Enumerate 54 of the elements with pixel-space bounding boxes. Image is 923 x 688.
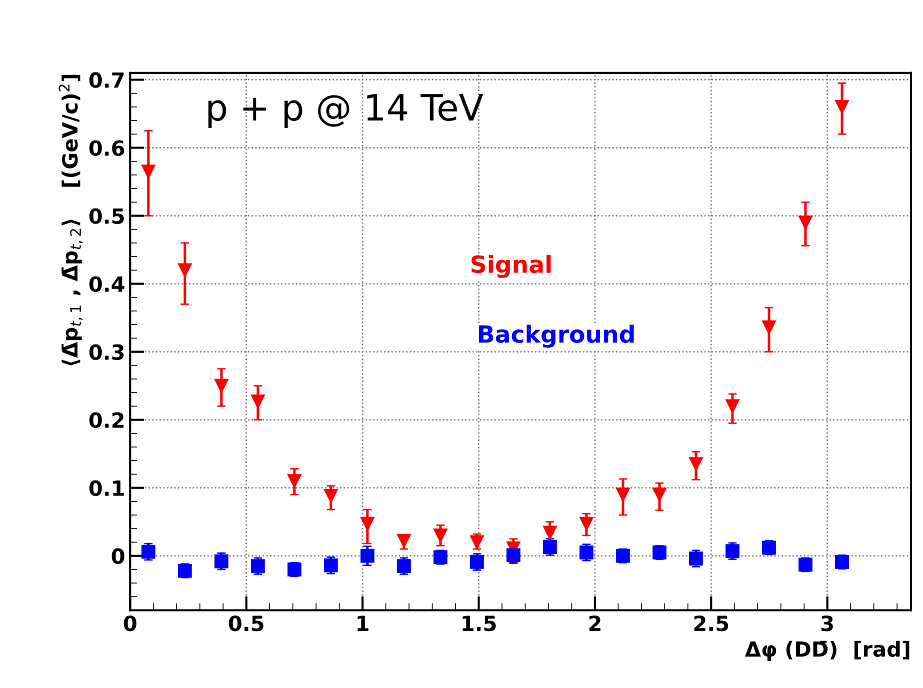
point (360, 548, 374, 563)
point (726, 399, 740, 414)
point (433, 550, 448, 564)
x-tick-label: 1 (358, 616, 368, 631)
point (396, 559, 411, 573)
point (287, 562, 302, 576)
point (726, 544, 740, 558)
y-tick-label: 0.1 (89, 480, 124, 496)
y-axis-title: ⟨Δ̄p$_{t,1}$ , Δ̄p$_{t,2}$⟩ [(GeV/c)$^{2}$] (58, 74, 83, 366)
point (543, 526, 557, 540)
point (835, 100, 849, 114)
y-tick-label: 0.3 (89, 344, 124, 360)
y-tick-label: 0.5 (89, 208, 124, 224)
point (652, 488, 666, 502)
x-tick-label: 0 (124, 615, 136, 632)
y-tick-label: 0.4 (89, 276, 124, 292)
x-tick-label: 3 (821, 615, 833, 632)
point (396, 534, 411, 548)
y-tick-label: 0.7 (89, 72, 124, 88)
point (616, 488, 630, 502)
point (214, 378, 228, 393)
point (543, 540, 557, 554)
x-tick-label: 2.5 (694, 615, 728, 632)
point (178, 564, 192, 578)
annotation: p + p @ 14 TeV (208, 94, 484, 128)
point (580, 545, 594, 560)
y-tick-label: 0.6 (89, 140, 124, 156)
point (762, 320, 776, 334)
point (580, 516, 594, 531)
point (433, 528, 448, 542)
x-tick-label: 2 (589, 615, 600, 631)
point (470, 555, 484, 569)
y-tick-label: 0.2 (89, 412, 124, 428)
point (214, 554, 228, 568)
x-axis-title: Δφ (DD̄) [rad] (745, 640, 910, 661)
point (689, 457, 703, 471)
point (178, 263, 192, 278)
point (324, 558, 338, 572)
text: Signal (472, 254, 551, 278)
point (470, 535, 484, 550)
point (141, 164, 156, 178)
y-tick-label: 0 (112, 548, 124, 564)
x-tick-label: 1.5 (462, 616, 496, 632)
point (506, 548, 520, 562)
point (798, 216, 812, 230)
point (250, 394, 265, 408)
point (324, 489, 338, 503)
point (689, 552, 703, 566)
point (287, 474, 302, 488)
point (360, 516, 374, 531)
x-tick-label: 0.5 (228, 615, 264, 632)
text: Background (479, 324, 634, 348)
point (250, 559, 265, 573)
point (141, 544, 156, 559)
